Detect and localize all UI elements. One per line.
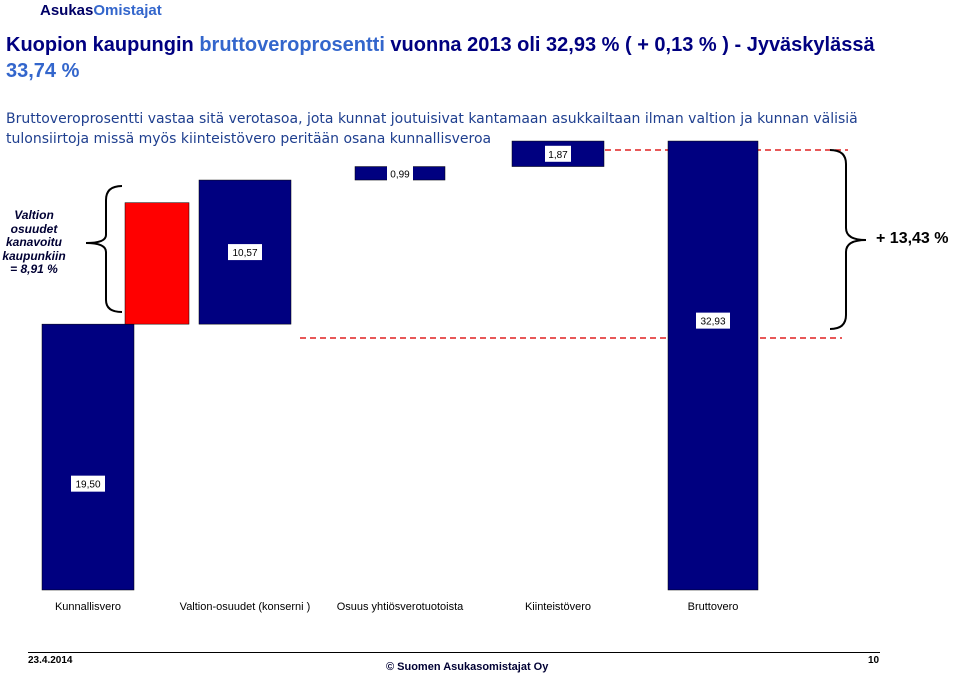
left-brace-label: Valtion osuudet kanavoitu kaupunkiin = 8… [2, 208, 66, 276]
brand-logo: AsukasOmistajat [40, 2, 162, 19]
bar-1 [124, 202, 190, 325]
footer-date: 23.4.2014 [28, 655, 73, 666]
bar-label-box-2 [228, 244, 262, 261]
footer-divider [28, 652, 880, 653]
x-tick-label-0: Kunnallisvero [55, 601, 121, 613]
x-tick-label-4: Bruttovero [688, 601, 739, 613]
bar-value-label-0: 19,50 [75, 480, 100, 491]
x-tick-label-2: Osuus yhtiösverotuotoista [337, 601, 464, 613]
chart-bars [41, 140, 759, 591]
footer-page-number: 10 [868, 655, 880, 666]
title-text-1: Kuopion kaupungin [6, 34, 200, 56]
page-subtitle: Bruttoveroprosentti vastaa sitä verotaso… [6, 111, 858, 147]
footer-copyright: © Suomen Asukasomistajat Oy [386, 661, 549, 673]
page-title: Kuopion kaupungin bruttoveroprosentti vu… [6, 32, 926, 84]
logo-part-asukas: Asukas [40, 2, 94, 19]
right-brace-icon [829, 149, 867, 330]
bar-value-label-5: 32,93 [700, 317, 725, 328]
bar-label-box-3 [387, 165, 413, 182]
title-text-2: vuonna 2013 oli 32,93 % ( + 0,13 % ) - J… [384, 34, 875, 56]
title-highlight-1: bruttoveroprosentti [199, 34, 385, 56]
bar-5 [667, 140, 759, 591]
annotation-braces [85, 149, 867, 330]
bar-value-label-4: 1,87 [548, 150, 568, 161]
bar-0 [41, 323, 135, 591]
x-tick-label-3: Kiinteistövero [525, 601, 591, 613]
right-brace-label: + 13,43 % [876, 230, 949, 247]
bar-value-labels: 19,50 10,57 0,99 1,87 32,93 [71, 145, 730, 492]
bar-label-box-5 [696, 312, 730, 329]
x-axis-tick-labels: Kunnallisvero Valtion-osuudet (konserni )… [55, 601, 738, 613]
x-tick-label-1: Valtion-osuudet (konserni ) [180, 601, 311, 613]
bar-label-box-0 [71, 475, 105, 492]
bar-value-label-3: 0,99 [390, 169, 410, 180]
bar-value-label-2: 10,57 [232, 248, 257, 259]
bar-label-box-4 [545, 145, 571, 162]
left-brace-icon [85, 185, 123, 313]
logo-part-omistajat: Omistajat [93, 2, 162, 19]
title-highlight-2: 33,74 % [6, 60, 80, 82]
